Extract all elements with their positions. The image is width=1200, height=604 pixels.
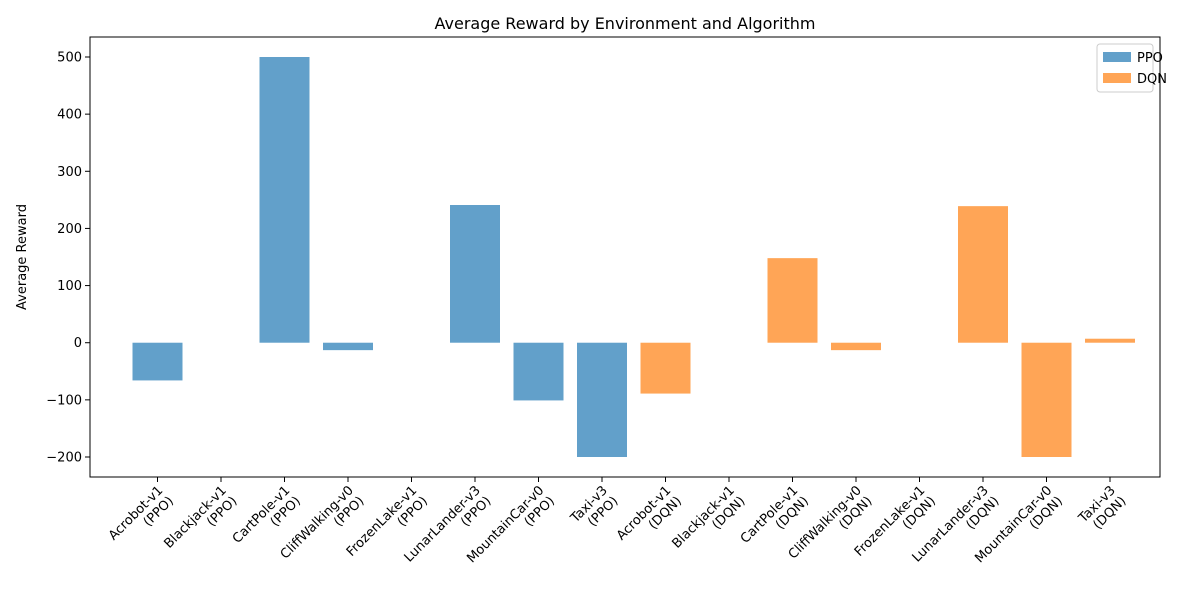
legend-swatch-dqn <box>1103 73 1131 83</box>
bar-ppo-0 <box>132 342 183 381</box>
chart-title: Average Reward by Environment and Algori… <box>435 14 816 33</box>
y-tick-label: 200 <box>57 222 82 237</box>
legend: PPO DQN <box>1096 43 1167 93</box>
bar-ppo-5 <box>450 205 500 343</box>
bar-dqn-15 <box>1085 338 1135 343</box>
legend-swatch-ppo <box>1103 52 1131 62</box>
bar-dqn-14 <box>1021 342 1072 457</box>
y-axis-label: Average Reward <box>15 204 30 310</box>
y-tick-label: −100 <box>46 393 82 408</box>
x-tick-label: Blackjack-v1(DQN) <box>669 483 748 562</box>
legend-label-ppo: PPO <box>1137 51 1163 66</box>
bar-dqn-13 <box>958 206 1008 343</box>
bar-ppo-7 <box>577 342 627 457</box>
bar-ppo-2 <box>259 57 310 343</box>
x-tick-label: Blackjack-v1(PPO) <box>161 483 240 562</box>
plot-frame <box>89 36 1161 478</box>
bar-ppo-6 <box>513 342 564 401</box>
y-tick-label: 400 <box>57 108 82 123</box>
bar-dqn-8 <box>640 342 691 394</box>
x-tick-label: Taxi-v3(PPO) <box>567 483 621 537</box>
x-tick-label: Taxi-v3(DQN) <box>1075 483 1129 537</box>
y-tick-label: 0 <box>74 336 82 351</box>
y-tick-label: −200 <box>46 451 82 466</box>
bar-dqn-11 <box>831 342 881 351</box>
y-tick-label: 300 <box>57 165 82 180</box>
bar-ppo-3 <box>323 342 373 351</box>
bar-dqn-10 <box>767 258 818 343</box>
y-tick-label: 100 <box>57 279 82 294</box>
legend-label-dqn: DQN <box>1137 72 1167 87</box>
y-tick-label: 500 <box>57 51 82 66</box>
